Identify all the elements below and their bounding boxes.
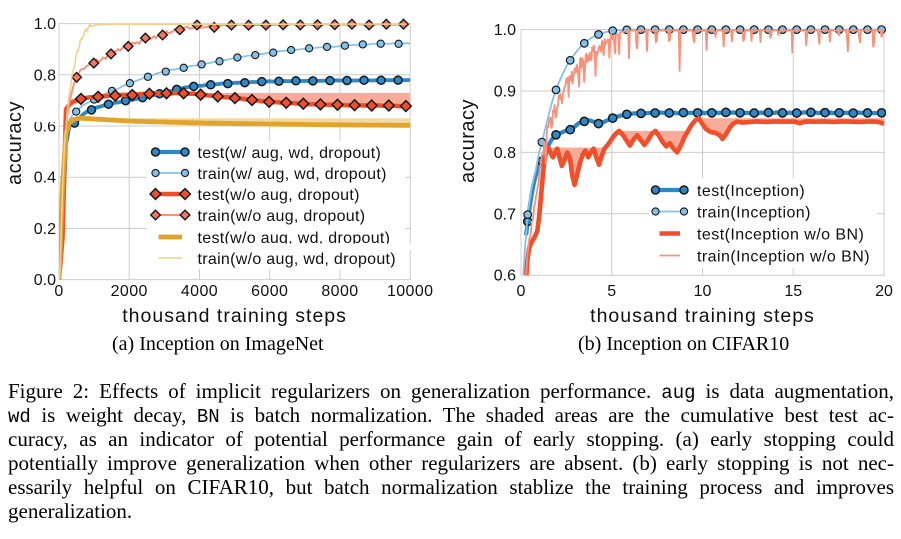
svg-text:10000: 10000: [387, 283, 434, 300]
svg-text:0.4: 0.4: [34, 170, 56, 187]
svg-text:2000: 2000: [111, 283, 148, 300]
svg-text:test(w/o aug, wd, dropout): test(w/o aug, wd, dropout): [198, 230, 391, 247]
svg-text:train(w/o aug, wd, dropout): train(w/o aug, wd, dropout): [198, 251, 396, 268]
svg-text:0.0: 0.0: [34, 272, 56, 289]
svg-text:test(Inception w/o BN): test(Inception w/o BN): [697, 226, 864, 243]
svg-text:8000: 8000: [321, 283, 358, 300]
svg-text:0.2: 0.2: [34, 221, 56, 238]
svg-text:0: 0: [517, 283, 526, 300]
svg-text:0.9: 0.9: [494, 84, 516, 101]
svg-text:train(w/o aug, dropout): train(w/o aug, dropout): [198, 208, 366, 225]
svg-text:thousand training steps: thousand training steps: [122, 305, 347, 327]
svg-text:0: 0: [54, 283, 63, 300]
svg-text:0.6: 0.6: [494, 268, 516, 285]
svg-text:thousand training steps: thousand training steps: [590, 305, 815, 327]
svg-text:0.7: 0.7: [494, 206, 516, 223]
svg-text:train(Inception w/o BN): train(Inception w/o BN): [697, 248, 870, 265]
svg-text:train(w/ aug, wd, dropout): train(w/ aug, wd, dropout): [198, 166, 387, 183]
svg-text:test(Inception): test(Inception): [697, 183, 805, 200]
svg-text:1.0: 1.0: [34, 16, 56, 33]
svg-text:test(w/ aug, wd, dropout): test(w/ aug, wd, dropout): [198, 145, 382, 162]
svg-text:5: 5: [607, 283, 616, 300]
svg-text:6000: 6000: [251, 283, 288, 300]
svg-text:0.6: 0.6: [34, 119, 56, 136]
svg-text:1.0: 1.0: [494, 22, 516, 39]
svg-text:20: 20: [875, 283, 893, 300]
svg-text:10: 10: [694, 283, 712, 300]
svg-text:4000: 4000: [181, 283, 218, 300]
svg-text:accuracy: accuracy: [457, 99, 479, 183]
svg-text:test(w/o aug, dropout): test(w/o aug, dropout): [198, 187, 360, 204]
svg-text:train(Inception): train(Inception): [697, 204, 811, 221]
svg-text:0.8: 0.8: [494, 145, 516, 162]
svg-text:accuracy: accuracy: [4, 101, 26, 185]
svg-text:15: 15: [784, 283, 802, 300]
svg-text:0.8: 0.8: [34, 67, 56, 84]
